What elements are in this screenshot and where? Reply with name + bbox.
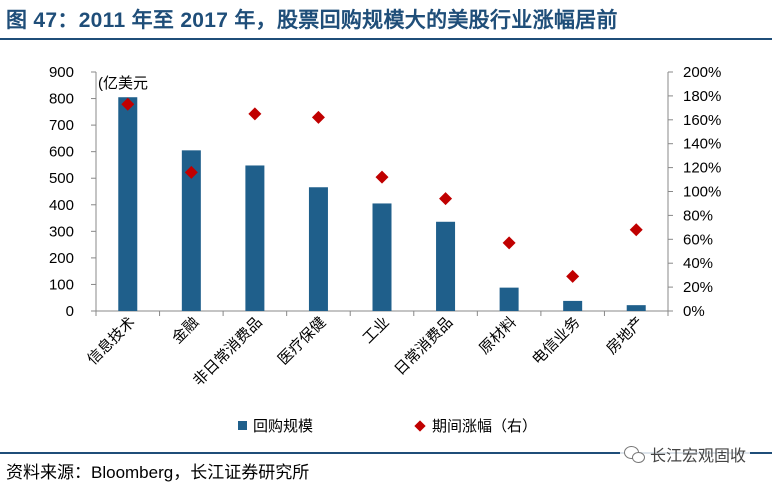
- bar: [118, 97, 138, 311]
- page-title: 图 47：2011 年至 2017 年，股票回购规模大的美股行业涨幅居前: [6, 9, 618, 32]
- chart: 0 100 200 300 400 500 600 700 800 900 0% 20% 40% 60% 8…: [49, 64, 721, 389]
- left-axis-tick-label: 600: [49, 144, 74, 161]
- diamond-marker: [502, 236, 516, 250]
- diamond-marker: [311, 110, 325, 124]
- watermark-text: 长江宏观固收: [649, 448, 746, 465]
- right-axis-tick-label: 40%: [683, 255, 713, 272]
- x-axis-category-label: 工业: [360, 314, 393, 347]
- legend-bar-swatch: [238, 421, 247, 430]
- x-axis-category-label: 金融: [169, 314, 202, 347]
- legend-diamond-label: 期间涨幅（右）: [432, 418, 538, 435]
- diamond-marker: [248, 107, 262, 121]
- wechat-icon: [623, 445, 646, 463]
- left-axis-tick-label: 700: [49, 117, 74, 134]
- legend-item-bar: 回购规模: [238, 415, 313, 436]
- bar: [563, 300, 583, 311]
- bar: [626, 305, 646, 311]
- diamond-marker: [184, 165, 198, 179]
- right-axis-tick-label: 140%: [683, 136, 721, 153]
- diamond-marker: [439, 192, 453, 206]
- x-axis-category-label: 日常消费品: [391, 314, 456, 379]
- left-axis-tick-label: 500: [49, 170, 74, 187]
- diamond-marker: [375, 170, 389, 184]
- bar: [181, 150, 201, 311]
- right-axis-tick-label: 20%: [683, 279, 713, 296]
- bar: [308, 187, 328, 311]
- bar: [436, 221, 456, 311]
- right-axis-tick-label: 0%: [683, 303, 705, 320]
- left-axis-unit-label: (亿美元: [98, 75, 148, 92]
- footer-rule: [0, 452, 772, 454]
- right-axis-tick-label: 160%: [683, 112, 721, 129]
- right-axis-tick-label: 100%: [683, 184, 721, 201]
- left-axis-tick-label: 100: [49, 276, 74, 293]
- bar: [499, 287, 519, 311]
- bar: [372, 203, 392, 311]
- right-axis-tick-label: 120%: [683, 160, 721, 177]
- right-axis-tick-label: 80%: [683, 207, 713, 224]
- x-axis-category-label: 信息技术: [84, 314, 138, 368]
- source-note: 资料来源：Bloomberg，长江证券研究所: [6, 463, 310, 482]
- right-axis-tick-label: 60%: [683, 231, 713, 248]
- watermark: 长江宏观固收: [619, 440, 750, 468]
- x-axis-category-label: 房地产: [603, 314, 647, 358]
- left-axis-tick-label: 300: [49, 223, 74, 240]
- left-axis-tick-label: 200: [49, 250, 74, 267]
- left-axis-tick-label: 900: [49, 64, 74, 81]
- right-axis-tick-label: 180%: [683, 88, 721, 105]
- diamond-marker: [121, 97, 135, 111]
- legend-diamond-swatch: [414, 419, 426, 432]
- diamond-marker: [629, 223, 643, 237]
- diamond-marker: [566, 269, 580, 283]
- title-rule: [0, 38, 772, 40]
- left-axis-tick-label: 400: [49, 197, 74, 214]
- left-axis-tick-label: 0: [66, 303, 74, 320]
- legend-item-diamond: 期间涨幅（右）: [414, 415, 537, 436]
- x-axis-category-label: 医疗保健: [275, 314, 329, 368]
- legend-bar-label: 回购规模: [253, 418, 314, 435]
- bar: [245, 165, 265, 311]
- left-axis-tick-label: 800: [49, 91, 74, 108]
- right-axis-tick-label: 200%: [683, 64, 721, 81]
- x-axis-category-label: 电信业务: [529, 314, 583, 368]
- x-axis-category-label: 原材料: [476, 314, 520, 358]
